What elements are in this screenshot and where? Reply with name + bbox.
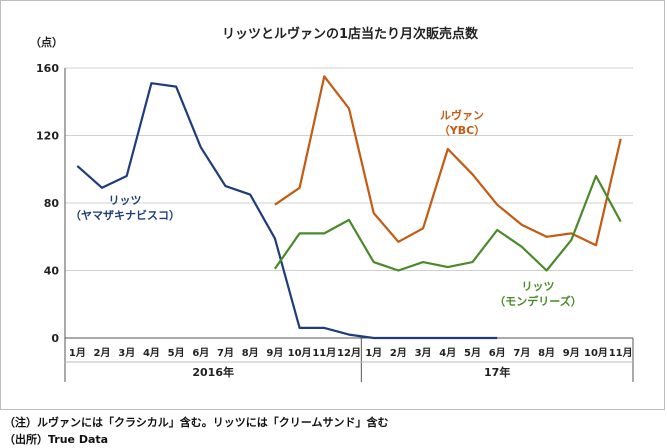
series-line-3 (273, 174, 622, 272)
y-tick-label: 160 (36, 62, 59, 75)
x-axis: 1月 2月 3月 4月 5月 6月 7月 8月 9月 10月 11月 12月 1月 2月 3月 4月 5月 6月 7… (64, 338, 634, 382)
x-tick-label: 3月 (118, 347, 135, 359)
x-tick-label: 9月 (563, 347, 580, 359)
x-tick-label: 1月 (365, 347, 382, 359)
y-axis-unit: （点） (30, 35, 63, 49)
x-tick-label: 6月 (489, 347, 506, 359)
x-tick-label: 3月 (415, 347, 432, 359)
x-tick-label: 10月 (288, 347, 312, 359)
chart-frame (0, 0, 665, 410)
x-tick-label: 1月 (69, 347, 86, 359)
line-chart: リッツとルヴァンの1店当たり月次販売点数 （点） 0 40 80 120 160 1月 2… (30, 26, 634, 382)
x-tick-label: 2月 (94, 347, 111, 359)
footnote-source: （出所）True Data (4, 433, 109, 446)
y-axis-ticks: 0 40 80 120 160 (36, 62, 59, 345)
series-label-3: （モンデリーズ） (494, 294, 581, 308)
x-tick-label: 4月 (143, 347, 160, 359)
series-line-1 (76, 82, 498, 340)
x-tick-label: 7月 (513, 347, 530, 359)
series-label-1: （ヤマザキナビスコ） (70, 208, 180, 222)
x-tick-label: 7月 (217, 347, 234, 359)
x-tick-label: 4月 (439, 347, 456, 359)
x-tick-label: 12月 (337, 347, 361, 359)
x-tick-label: 11月 (609, 347, 633, 359)
x-tick-label: 9月 (266, 347, 283, 359)
x-tick-label: 8月 (242, 347, 259, 359)
y-tick-label: 40 (44, 265, 60, 278)
x-tick-label: 8月 (538, 347, 555, 359)
series-label-1: リッツ (109, 194, 142, 207)
y-tick-label: 0 (51, 332, 59, 345)
x-tick-label: 11月 (312, 347, 336, 359)
x-group-label: 17年 (484, 365, 510, 379)
y-tick-label: 80 (44, 197, 60, 210)
footnote-note: （注）ルヴァンには「クラシカル」含む。リッツには「クリームサンド」含む (4, 416, 389, 429)
x-tick-label: 5月 (168, 347, 185, 359)
series-lines (76, 75, 622, 340)
x-group-label: 2016年 (192, 365, 234, 379)
x-tick-label: 5月 (464, 347, 481, 359)
x-tick-label: 6月 (192, 347, 209, 359)
y-tick-label: 120 (36, 130, 59, 143)
series-labels: リッツ（ヤマザキナビスコ）ルヴァン（YBC）リッツ（モンデリーズ） (70, 108, 582, 308)
chart-title: リッツとルヴァンの1店当たり月次販売点数 (222, 26, 479, 42)
gridlines (64, 67, 633, 339)
series-label-3: リッツ (522, 280, 555, 293)
x-tick-label: 10月 (584, 347, 608, 359)
x-tick-label: 2月 (390, 347, 407, 359)
series-label-2: ルヴァン (440, 108, 484, 122)
series-label-2: （YBC） (439, 124, 485, 137)
series-line-2 (274, 75, 622, 247)
